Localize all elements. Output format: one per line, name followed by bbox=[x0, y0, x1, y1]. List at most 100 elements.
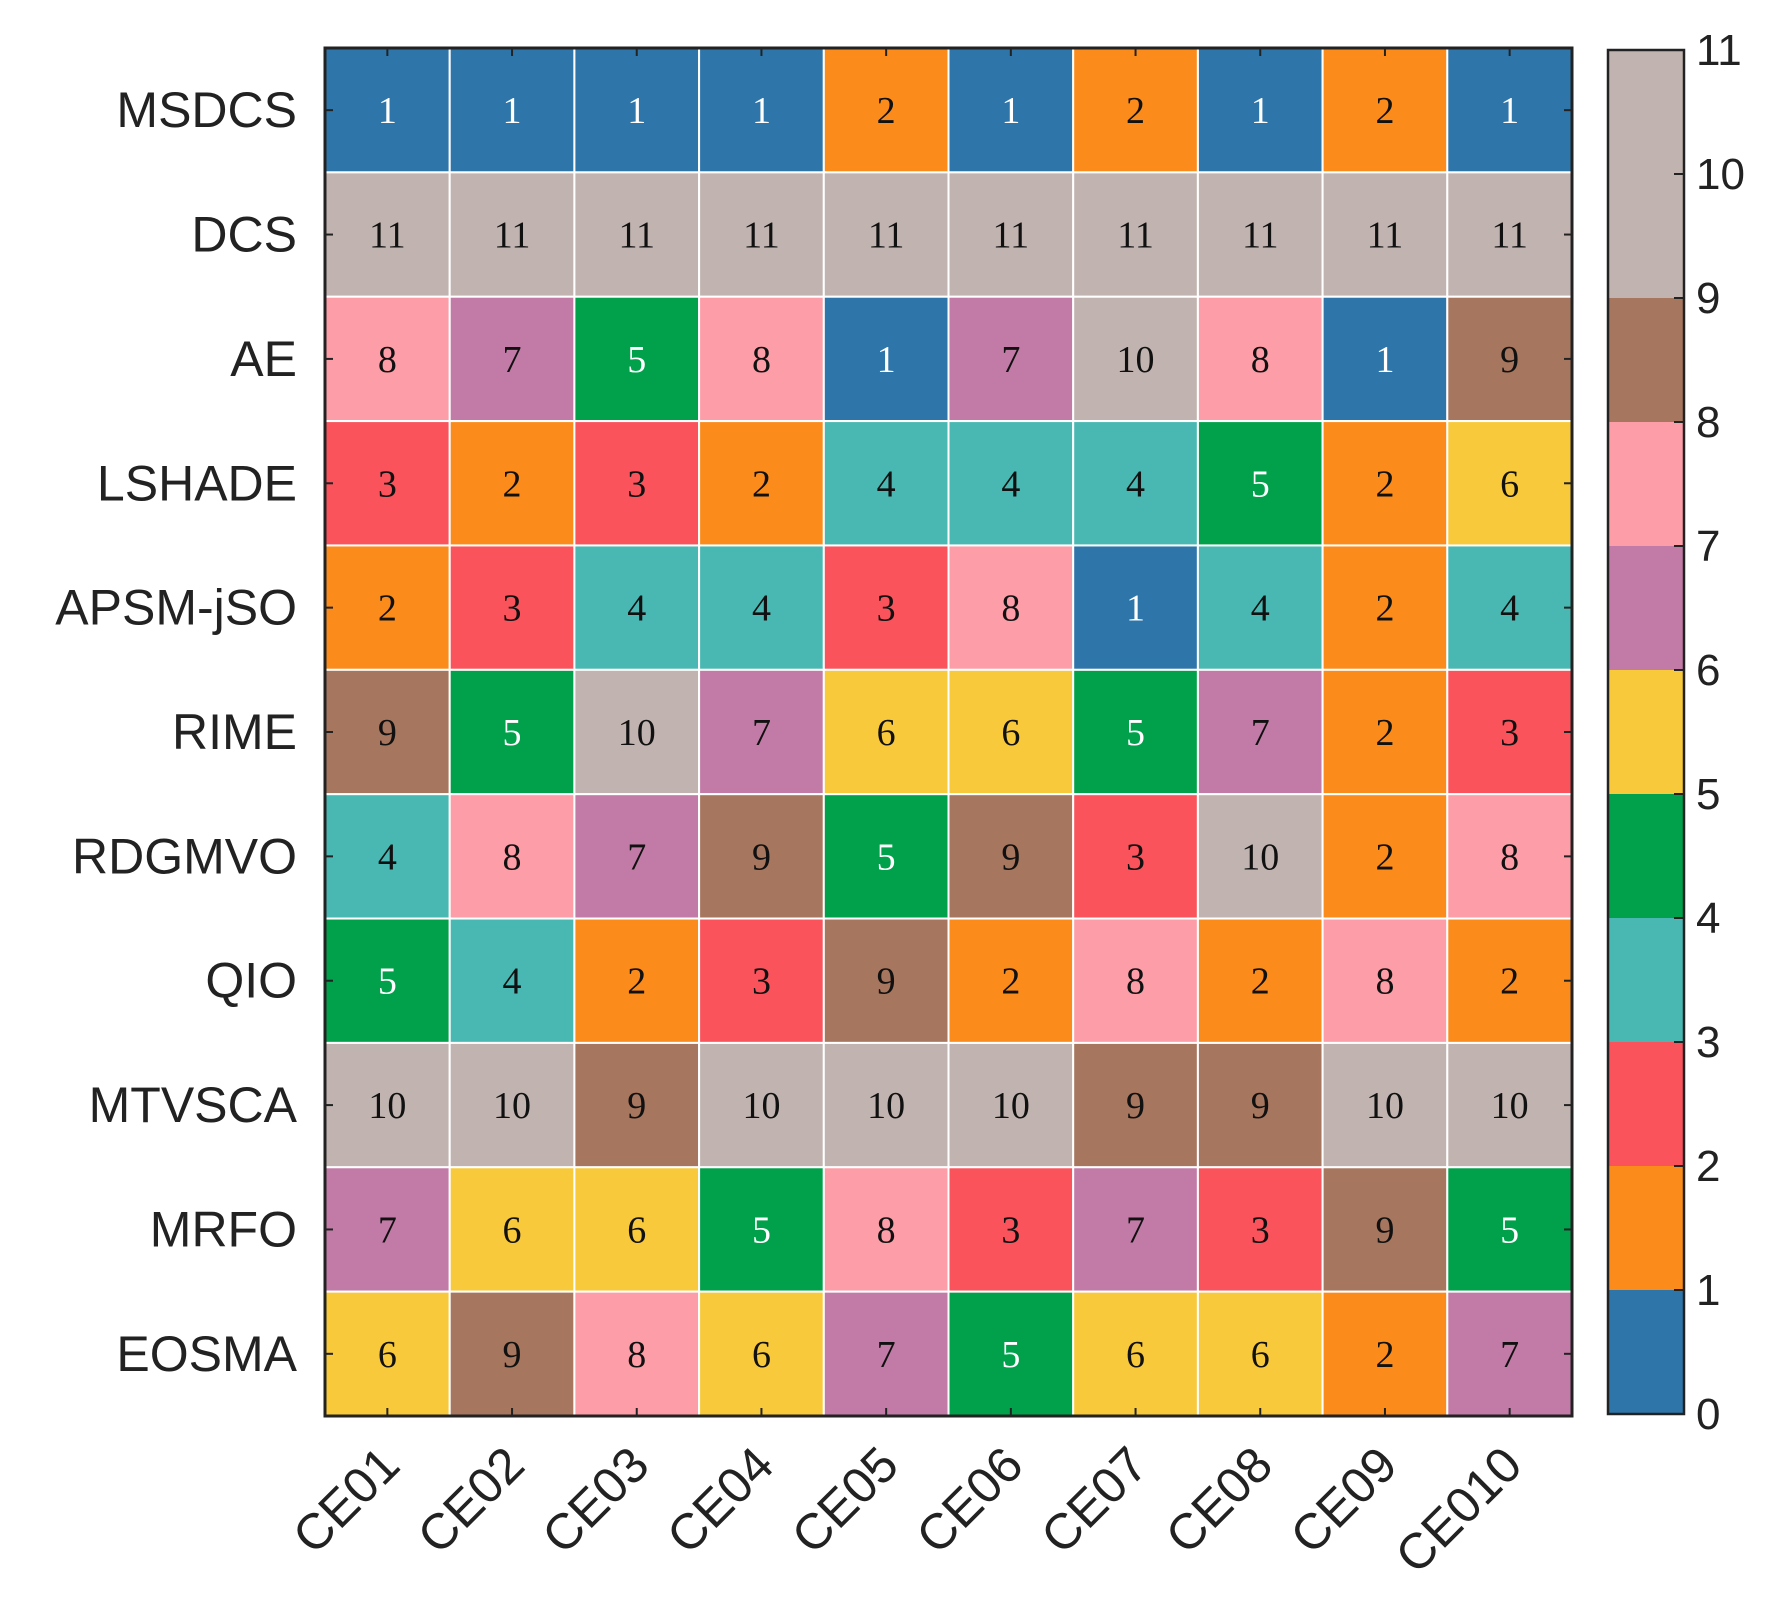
cell-value: 2 bbox=[627, 961, 646, 1003]
cell-value: 11 bbox=[1367, 215, 1404, 257]
cell-value: 8 bbox=[1126, 961, 1145, 1003]
colorbar-tick-label: 2 bbox=[1696, 1142, 1720, 1191]
colorbar-segment bbox=[1608, 1042, 1684, 1166]
cell-value: 10 bbox=[368, 1085, 406, 1127]
cell-value: 9 bbox=[877, 961, 896, 1003]
heatmap-cell bbox=[1321, 793, 1449, 920]
cell-value: 4 bbox=[627, 588, 646, 630]
cell-value: 10 bbox=[493, 1085, 531, 1127]
row-label: APSM-jSO bbox=[55, 580, 297, 636]
cell-value: 10 bbox=[867, 1085, 905, 1127]
heatmap-cell bbox=[1196, 171, 1324, 298]
heatmap-cell bbox=[324, 47, 451, 174]
cell-value: 4 bbox=[1126, 463, 1145, 505]
cell-value: 3 bbox=[503, 588, 522, 630]
colorbar-tick-label: 6 bbox=[1696, 646, 1720, 695]
heatmap-cell bbox=[573, 1290, 701, 1417]
heatmap-cell bbox=[1072, 917, 1199, 1044]
colorbar-tick-label: 4 bbox=[1696, 894, 1720, 943]
row-label: MSDCS bbox=[116, 82, 297, 138]
cell-value: 8 bbox=[503, 836, 522, 878]
cell-value: 5 bbox=[752, 1209, 771, 1251]
cell-value: 6 bbox=[1001, 712, 1020, 754]
cell-value: 7 bbox=[877, 1334, 896, 1376]
heatmap-cell bbox=[1446, 47, 1574, 174]
heatmap-cell bbox=[1072, 420, 1199, 547]
cell-value: 1 bbox=[877, 339, 896, 381]
cell-value: 2 bbox=[877, 90, 896, 132]
heatmap-cell bbox=[324, 1166, 451, 1293]
heatmap-cell bbox=[822, 1290, 950, 1417]
cell-value: 5 bbox=[503, 712, 522, 754]
heatmap-cell bbox=[822, 544, 950, 671]
heatmap-cell bbox=[1072, 1041, 1199, 1169]
heatmap-cell bbox=[324, 420, 451, 547]
cell-value: 7 bbox=[1001, 339, 1020, 381]
heatmap-cell bbox=[1072, 544, 1199, 671]
cell-value: 8 bbox=[1001, 588, 1020, 630]
heatmap-cell bbox=[1072, 295, 1199, 423]
cell-value: 9 bbox=[1126, 1085, 1145, 1127]
col-label: CE03 bbox=[531, 1436, 659, 1564]
heatmap-cell bbox=[448, 1290, 576, 1417]
cell-value: 1 bbox=[378, 90, 397, 132]
cell-value: 9 bbox=[1251, 1085, 1270, 1127]
heatmap-cell bbox=[324, 295, 451, 423]
colorbar-segment bbox=[1608, 422, 1684, 546]
cell-value: 11 bbox=[369, 215, 406, 257]
cell-value: 5 bbox=[627, 339, 646, 381]
heatmap-cell bbox=[698, 917, 825, 1044]
cell-value: 5 bbox=[1001, 1334, 1020, 1376]
plot-ticks bbox=[325, 48, 1572, 1416]
heatmap-cell bbox=[947, 47, 1075, 174]
heatmap-cell bbox=[448, 544, 576, 671]
cell-value: 5 bbox=[1500, 1209, 1519, 1251]
heatmap-cell bbox=[947, 793, 1075, 920]
cell-value: 2 bbox=[1375, 588, 1394, 630]
heatmap-cell bbox=[1196, 793, 1324, 920]
cell-value: 8 bbox=[752, 339, 771, 381]
cell-value: 9 bbox=[627, 1085, 646, 1127]
heatmap-cell bbox=[573, 295, 701, 423]
heatmap-cell bbox=[1196, 1166, 1324, 1293]
cell-value: 2 bbox=[503, 463, 522, 505]
cell-value: 3 bbox=[1001, 1209, 1020, 1251]
heatmap-cell bbox=[822, 1041, 950, 1169]
cell-value: 1 bbox=[1500, 90, 1519, 132]
col-label: CE010 bbox=[1385, 1436, 1533, 1584]
cell-value: 9 bbox=[752, 836, 771, 878]
heatmap-cell bbox=[1196, 917, 1324, 1044]
heatmap-cell bbox=[324, 668, 451, 796]
cell-value: 7 bbox=[503, 339, 522, 381]
cell-value: 6 bbox=[1126, 1334, 1145, 1376]
colorbar-segment bbox=[1608, 174, 1684, 298]
col-label: CE04 bbox=[656, 1436, 784, 1564]
cell-value: 10 bbox=[1117, 339, 1155, 381]
heatmap-cell bbox=[698, 793, 825, 920]
cell-value: 7 bbox=[627, 836, 646, 878]
cell-value: 10 bbox=[618, 712, 656, 754]
cell-value: 2 bbox=[1375, 463, 1394, 505]
heatmap-cell bbox=[1196, 1290, 1324, 1417]
cell-value: 10 bbox=[1491, 1085, 1529, 1127]
cell-value: 8 bbox=[877, 1209, 896, 1251]
heatmap-cell bbox=[698, 47, 825, 174]
cell-value: 6 bbox=[503, 1209, 522, 1251]
heatmap-cell bbox=[324, 793, 451, 920]
cell-value: 1 bbox=[503, 90, 522, 132]
colorbar-tick-label: 10 bbox=[1696, 150, 1745, 199]
heatmap-cell bbox=[1321, 1041, 1449, 1169]
cell-value: 8 bbox=[378, 339, 397, 381]
cell-value: 3 bbox=[1500, 712, 1519, 754]
heatmap-cell bbox=[947, 917, 1075, 1044]
cell-value: 9 bbox=[1500, 339, 1519, 381]
heatmap-cell bbox=[1446, 544, 1574, 671]
cell-value: 9 bbox=[378, 712, 397, 754]
cell-value: 8 bbox=[1500, 836, 1519, 878]
cell-value: 2 bbox=[1126, 90, 1145, 132]
heatmap-cell bbox=[1196, 47, 1324, 174]
col-label: CE07 bbox=[1030, 1436, 1158, 1564]
heatmap-cell bbox=[1321, 1166, 1449, 1293]
colorbar-tick-label: 8 bbox=[1696, 398, 1720, 447]
cell-value: 7 bbox=[1251, 712, 1270, 754]
